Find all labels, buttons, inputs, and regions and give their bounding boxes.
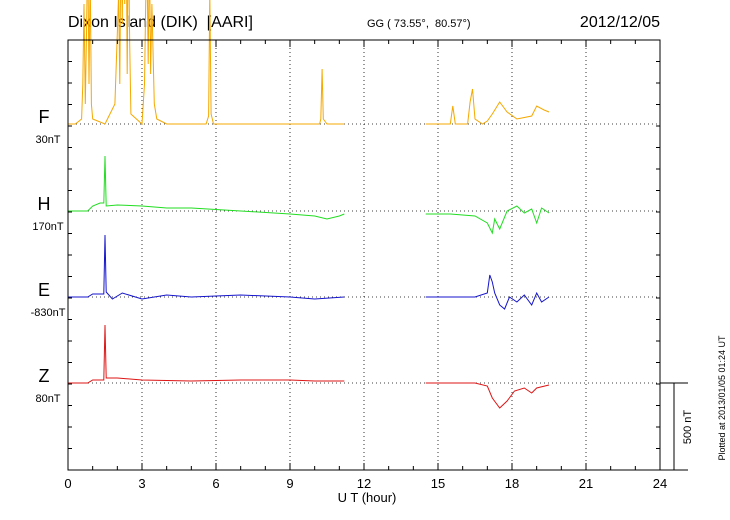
x-tick-label-12: 12: [357, 476, 371, 491]
station-title: Dixon Island (DIK) [AARI]: [68, 14, 253, 31]
series-label-h: H: [38, 194, 51, 214]
station-coordinates: GG ( 73.55°, 80.57°): [367, 18, 471, 30]
x-axis-label: U T (hour): [338, 490, 397, 505]
x-axis-tick-labels: 0 3 6 9 12 15 18 21 24: [64, 476, 667, 491]
x-tick-label-15: 15: [431, 476, 445, 491]
series-z-segment-1: [425, 382, 550, 409]
series-h-segment-1: [425, 205, 550, 235]
x-tick-label-3: 3: [138, 476, 145, 491]
x-tick-label-24: 24: [653, 476, 667, 491]
x-axis-ticks: [67, 39, 661, 471]
series-offset-z: 80nT: [35, 393, 60, 405]
x-tick-label-9: 9: [286, 476, 293, 491]
series-f-segment-1: [425, 88, 550, 125]
x-tick-label-18: 18: [505, 476, 519, 491]
series-label-z: Z: [39, 366, 50, 386]
x-tick-label-0: 0: [64, 476, 71, 491]
series-label-f: F: [39, 107, 50, 127]
series-e-segment-1: [425, 274, 550, 310]
series-offset-f: 30nT: [35, 134, 60, 146]
series-z-segment-0: [68, 324, 345, 384]
x-tick-label-21: 21: [579, 476, 593, 491]
date-label: 2012/12/05: [580, 14, 660, 31]
series-label-e: E: [38, 280, 50, 300]
scale-bar: 500 nT: [660, 382, 694, 471]
series-f-segment-0: [68, 0, 345, 126]
scale-bar-label: 500 nT: [682, 410, 694, 445]
series-layer: [68, 0, 550, 409]
series-offset-h: 170nT: [32, 221, 63, 233]
series-h-segment-0: [68, 155, 345, 220]
x-tick-label-6: 6: [212, 476, 219, 491]
series-offset-e: -830nT: [31, 307, 66, 319]
series-baselines: [68, 123, 660, 384]
series-e-segment-0: [68, 234, 345, 300]
plotted-timestamp: Plotted at 2013/01/05 01:24 UT: [717, 335, 727, 461]
series-labels: F 30nT H 170nT E -830nT Z 80nT: [31, 107, 66, 405]
